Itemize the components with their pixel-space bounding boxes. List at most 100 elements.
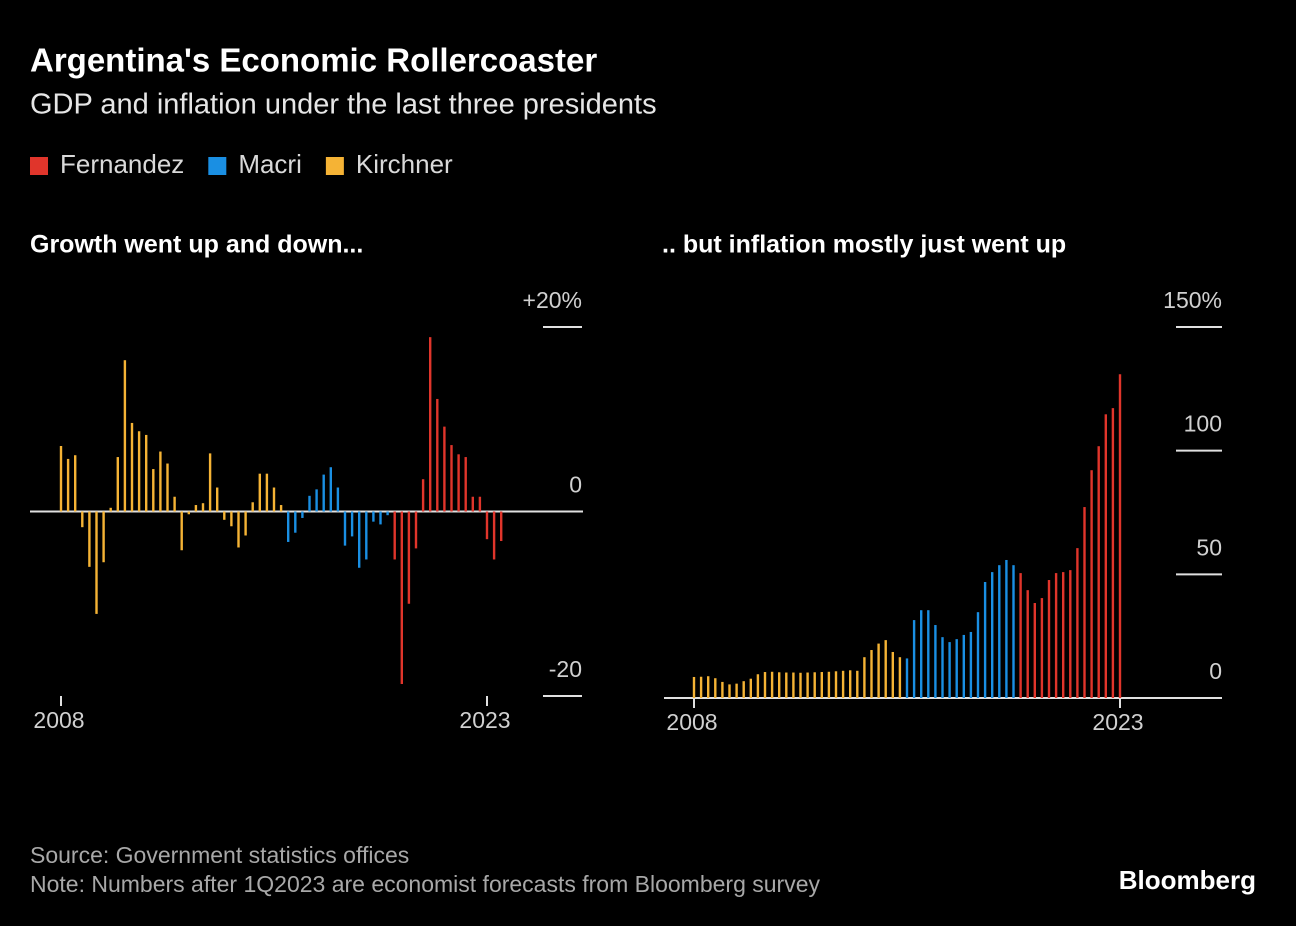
bar <box>152 469 155 512</box>
bar <box>251 502 254 512</box>
bar <box>166 463 169 512</box>
legend-label: Macri <box>238 149 302 179</box>
bar <box>1076 548 1079 698</box>
x-tick-label: 2008 <box>666 709 717 735</box>
bar <box>920 610 923 698</box>
bar <box>707 676 710 698</box>
bar <box>478 496 482 512</box>
bar <box>429 337 432 512</box>
bar <box>350 511 354 537</box>
bar <box>74 455 77 512</box>
bar <box>159 451 162 512</box>
bar <box>343 511 347 546</box>
bar <box>137 431 141 512</box>
x-tick-label: 2023 <box>459 707 510 733</box>
legend-swatch <box>325 157 344 175</box>
bar <box>1033 603 1036 698</box>
bar <box>287 511 290 542</box>
bar <box>443 426 446 512</box>
panel-title: .. but inflation mostly just went up <box>662 231 1066 259</box>
bar <box>962 634 965 698</box>
bar <box>216 487 219 512</box>
bar <box>322 474 325 512</box>
bar <box>187 511 190 515</box>
bar <box>820 672 823 698</box>
bar <box>315 489 318 512</box>
bar <box>329 467 332 512</box>
bar <box>450 445 453 512</box>
bar <box>742 681 745 698</box>
bar <box>884 640 887 698</box>
bar <box>1069 570 1072 698</box>
bar <box>948 642 951 698</box>
bar <box>728 684 731 698</box>
bar <box>130 422 134 512</box>
bar <box>1047 580 1051 698</box>
bar <box>941 637 944 698</box>
bar <box>699 676 703 698</box>
bar <box>827 671 831 698</box>
bar <box>372 511 375 522</box>
bar <box>834 671 838 698</box>
bar <box>856 670 859 698</box>
bar <box>102 511 105 563</box>
bar <box>955 639 958 698</box>
bar <box>485 511 489 540</box>
bar <box>258 473 261 512</box>
brand: Bloomberg <box>1119 865 1256 895</box>
bar <box>877 643 880 698</box>
bar <box>244 511 247 536</box>
bar <box>279 505 283 512</box>
bar <box>1104 414 1107 698</box>
bar <box>400 511 403 685</box>
bar <box>735 683 738 698</box>
bar <box>863 657 866 698</box>
bar <box>927 610 930 698</box>
bar <box>1005 559 1008 698</box>
bar <box>308 495 311 512</box>
bar <box>976 612 980 698</box>
bar <box>66 458 70 512</box>
bar <box>88 511 91 567</box>
legend-swatch <box>30 157 48 175</box>
bar <box>983 582 987 698</box>
bar <box>870 650 873 698</box>
bar <box>500 511 503 542</box>
bar <box>95 511 98 614</box>
bar <box>778 672 781 698</box>
bar <box>1026 590 1029 698</box>
bar <box>414 511 418 549</box>
bar <box>230 511 233 527</box>
bar <box>116 457 119 512</box>
bar <box>1019 573 1022 698</box>
bar <box>336 487 340 512</box>
bar <box>998 565 1001 698</box>
title: Argentina's Economic Rollercoaster <box>30 42 597 79</box>
bar <box>294 511 297 533</box>
bar <box>386 511 389 516</box>
y-tick-label: 100 <box>1184 411 1222 437</box>
bar <box>749 678 752 698</box>
bar <box>785 672 788 698</box>
bar <box>898 657 902 698</box>
bar <box>1054 573 1058 698</box>
note: Note: Numbers after 1Q2023 are economist… <box>30 871 821 897</box>
bar <box>891 651 894 698</box>
bar <box>905 658 909 698</box>
source: Source: Government statistics offices <box>30 842 409 868</box>
bar <box>379 511 382 525</box>
bar <box>1012 565 1015 698</box>
bar <box>201 503 205 512</box>
bar <box>1097 446 1100 698</box>
panel-title: Growth went up and down... <box>30 231 363 259</box>
bar <box>301 511 304 518</box>
bar <box>1090 470 1093 698</box>
bar <box>223 511 226 520</box>
bar <box>81 511 84 528</box>
bar <box>1111 408 1115 698</box>
bar <box>208 453 212 512</box>
bar <box>763 672 767 698</box>
bar <box>265 473 269 512</box>
